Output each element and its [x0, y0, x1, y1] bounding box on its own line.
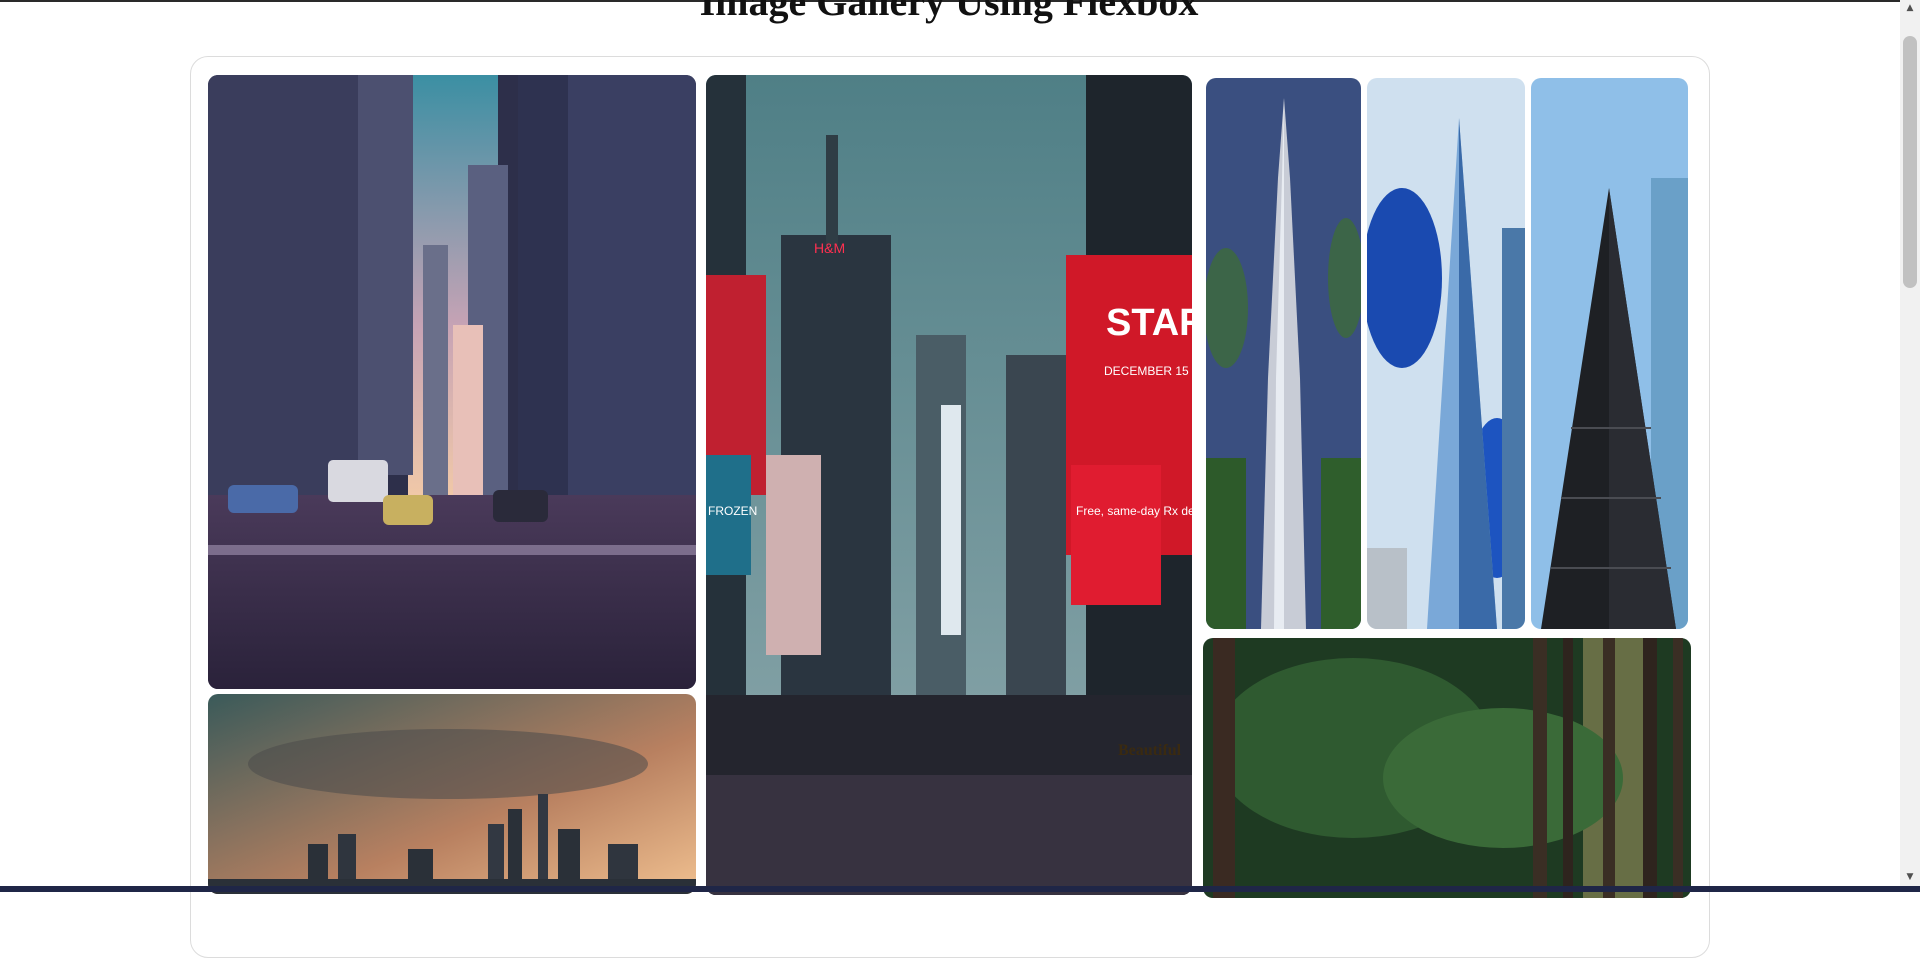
page-title: Image Gallery Using Flexbox — [699, 0, 1199, 24]
gallery-container: STAR WARS DECEMBER 15 Free, same-day Rx … — [190, 56, 1710, 958]
browser-top-border — [0, 0, 1920, 2]
gallery-image-forest[interactable] — [1203, 638, 1691, 898]
tower-photo-icon — [1206, 78, 1361, 629]
billboard-star-wars: STAR WARS — [1106, 302, 1192, 344]
glass-tower-photo-icon — [1367, 78, 1525, 629]
gallery-image-city-street[interactable] — [208, 75, 696, 689]
gallery-image-burj-khalifa[interactable] — [1206, 78, 1361, 629]
times-square-photo-icon: STAR WARS DECEMBER 15 Free, same-day Rx … — [706, 75, 1192, 895]
scroll-down-arrow-icon[interactable]: ▼ — [1906, 872, 1914, 882]
gallery-image-dark-skyscraper[interactable] — [1531, 78, 1688, 629]
city-street-photo-icon — [208, 75, 696, 689]
scroll-up-arrow-icon[interactable]: ▲ — [1906, 3, 1914, 13]
billboard-frozen: FROZEN — [708, 504, 757, 518]
gallery-image-one-world-trade[interactable] — [1367, 78, 1525, 629]
scrollbar-thumb[interactable] — [1903, 36, 1917, 288]
taskbar-edge — [0, 886, 1920, 892]
gallery-image-skyline-sunset[interactable] — [208, 694, 696, 894]
billboard-december: DECEMBER 15 — [1104, 364, 1189, 378]
gallery-image-times-square[interactable]: STAR WARS DECEMBER 15 Free, same-day Rx … — [706, 75, 1192, 895]
billboard-hm: H&M — [814, 240, 845, 256]
vertical-scrollbar[interactable]: ▲ ▼ — [1900, 0, 1920, 886]
billboard-ad: Free, same-day Rx delivery in Manhattan. — [1076, 504, 1192, 518]
skyscraper-photo-icon — [1531, 78, 1688, 629]
skyline-photo-icon — [208, 694, 696, 894]
forest-photo-icon — [1203, 638, 1691, 898]
billboard-beautiful: Beautiful — [1118, 742, 1182, 759]
